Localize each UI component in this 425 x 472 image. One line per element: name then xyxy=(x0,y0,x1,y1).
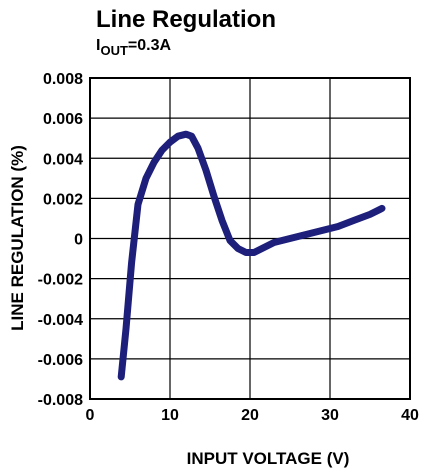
x-axis-label: INPUT VOLTAGE (V) xyxy=(187,449,350,468)
y-tick-labels: 0.008 0.006 0.004 0.002 0 -0.002 -0.004 -0.006 -… xyxy=(38,71,83,409)
subtitle-subscript: OUT xyxy=(100,43,128,58)
x-tick-label: 0 xyxy=(86,407,95,424)
y-tick-label: 0.008 xyxy=(43,71,83,88)
x-tick-label: 30 xyxy=(321,407,339,424)
y-tick-label: 0.002 xyxy=(43,191,83,208)
plot-area xyxy=(117,130,386,381)
y-tick-label: -0.006 xyxy=(38,352,83,369)
line-regulation-curve xyxy=(117,130,386,381)
y-tick-label: 0.004 xyxy=(43,151,83,168)
x-tick-label: 20 xyxy=(241,407,259,424)
plot-frame xyxy=(89,77,411,400)
subtitle-suffix: =0.3A xyxy=(128,37,172,54)
y-axis-label: LINE REGULATION (%) xyxy=(8,145,27,331)
y-tick-label: -0.002 xyxy=(38,272,83,289)
y-tick-label: 0.006 xyxy=(43,111,83,128)
x-tick-label: 40 xyxy=(401,407,419,424)
chart-subtitle: IOUT=0.3A xyxy=(96,37,171,58)
x-tick-label: 10 xyxy=(161,407,179,424)
y-tick-label: 0 xyxy=(74,232,83,249)
chart-title: Line Regulation xyxy=(96,6,276,33)
x-tick-labels: 0 10 20 30 40 xyxy=(86,407,419,424)
y-tick-label: -0.004 xyxy=(38,312,83,329)
y-tick-label: -0.008 xyxy=(38,392,83,409)
subtitle-prefix: I xyxy=(96,37,100,54)
grid-lines xyxy=(89,77,411,400)
